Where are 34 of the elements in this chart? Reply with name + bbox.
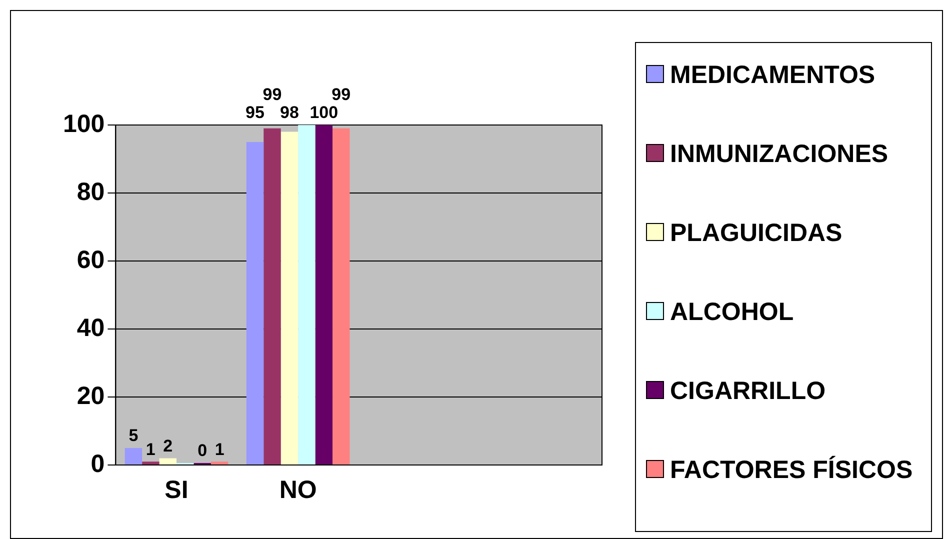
data-label: 99 <box>332 85 351 104</box>
bar <box>315 125 333 464</box>
bar <box>159 458 176 464</box>
legend-label: CIGARRILLO <box>670 376 827 407</box>
data-label: 1 <box>146 440 156 459</box>
bar <box>332 128 350 464</box>
y-tick-label: 20 <box>76 382 105 410</box>
legend-label: PLAGUICIDAS <box>670 218 844 249</box>
bar <box>280 132 298 464</box>
legend-label: ALCOHOL <box>670 297 795 328</box>
bar <box>210 462 228 464</box>
data-label: 99 <box>262 85 282 104</box>
legend-label: FACTORES FÍSICOS <box>670 454 914 486</box>
bar <box>142 462 160 464</box>
x-tick-label: NO <box>279 476 317 504</box>
data-label: 0 <box>198 441 208 460</box>
data-label: 5 <box>128 426 138 446</box>
data-label: 98 <box>280 103 299 122</box>
legend-label: INMUNIZACIONES <box>670 139 890 170</box>
data-label: 100 <box>310 103 338 122</box>
y-tick-label: 40 <box>76 314 105 342</box>
y-tick-label: 80 <box>76 178 105 206</box>
y-tick-label: 60 <box>76 246 105 274</box>
x-tick-label: SI <box>164 476 188 504</box>
legend-label: MEDICAMENTOS <box>670 60 876 91</box>
bar <box>246 142 264 464</box>
bar <box>264 128 281 464</box>
bar <box>124 448 142 464</box>
y-tick-label: 100 <box>62 110 105 138</box>
y-tick-label: 0 <box>90 450 105 478</box>
bar <box>298 125 316 464</box>
data-label: 1 <box>214 440 224 459</box>
data-label: 2 <box>163 436 173 456</box>
data-label: 95 <box>246 103 264 122</box>
